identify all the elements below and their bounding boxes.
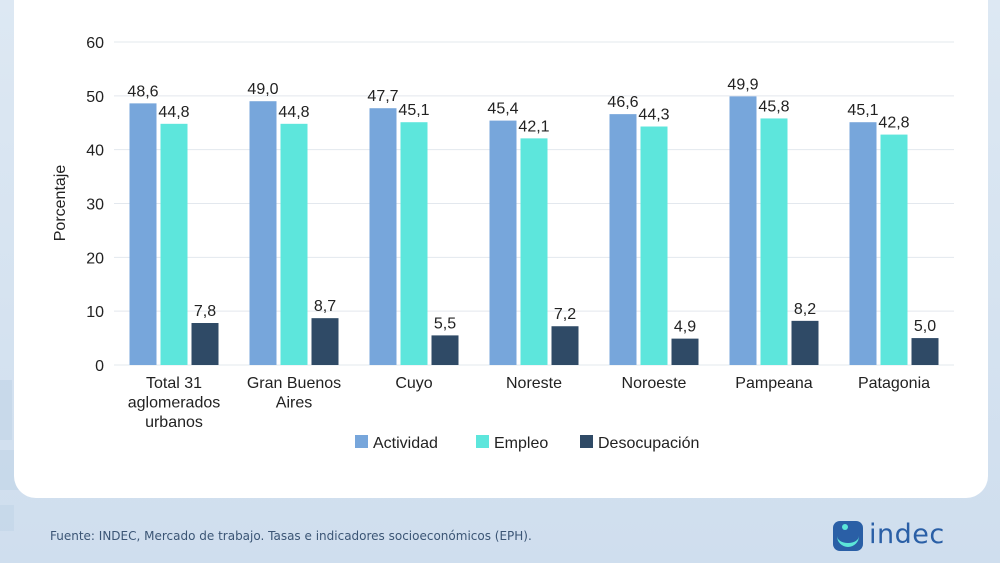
data-label: 8,2 xyxy=(794,301,816,318)
y-tick-label: 20 xyxy=(86,250,104,267)
indec-logo-icon xyxy=(833,521,863,551)
data-label: 8,7 xyxy=(314,298,336,315)
indec-logo-text: indec xyxy=(869,519,945,550)
bar-actividad xyxy=(729,96,757,365)
y-tick-label: 10 xyxy=(86,304,104,321)
data-label: 5,0 xyxy=(914,318,936,335)
category-label: Aires xyxy=(276,395,312,412)
data-label: 44,8 xyxy=(278,104,309,121)
legend-swatch xyxy=(355,435,368,448)
legend-swatch xyxy=(580,435,593,448)
data-label: 45,1 xyxy=(398,102,429,119)
data-label: 45,8 xyxy=(758,98,789,115)
data-label: 49,9 xyxy=(727,76,758,93)
bar-desocupación xyxy=(911,338,939,365)
legend-swatch xyxy=(476,435,489,448)
y-tick-label: 0 xyxy=(95,358,104,375)
y-tick-label: 40 xyxy=(86,143,104,160)
y-axis-label: Porcentaje xyxy=(52,165,69,242)
data-label: 7,8 xyxy=(194,303,216,320)
y-tick-label: 60 xyxy=(86,35,104,52)
bar-empleo xyxy=(160,123,188,366)
data-label: 45,1 xyxy=(847,102,878,119)
background-pixel xyxy=(0,380,12,440)
data-label: 42,8 xyxy=(878,115,909,132)
data-label: 44,8 xyxy=(158,104,189,121)
category-label: Total 31 xyxy=(146,375,202,392)
y-tick-label: 50 xyxy=(86,89,104,106)
legend-label: Desocupación xyxy=(598,435,699,452)
data-label: 5,5 xyxy=(434,315,456,332)
data-label: 47,7 xyxy=(367,88,398,105)
category-label: Gran Buenos xyxy=(247,375,341,392)
bar-empleo xyxy=(400,122,428,365)
data-label: 49,0 xyxy=(247,81,278,98)
category-label: Cuyo xyxy=(395,375,432,392)
bar-desocupación xyxy=(671,338,699,365)
bar-actividad xyxy=(489,120,517,365)
data-label: 48,6 xyxy=(127,83,158,100)
category-label: Patagonia xyxy=(858,375,930,392)
bar-desocupación xyxy=(191,323,219,365)
bar-desocupación xyxy=(431,335,459,365)
background-pixel xyxy=(0,505,14,531)
bar-actividad xyxy=(249,101,277,365)
bar-empleo xyxy=(880,134,908,365)
category-label: Noroeste xyxy=(622,375,687,392)
indec-logo: indec xyxy=(833,519,953,553)
bar-desocupación xyxy=(791,320,819,365)
data-label: 4,9 xyxy=(674,319,696,336)
data-label: 44,3 xyxy=(638,107,669,124)
bar-empleo xyxy=(760,118,788,366)
bar-empleo xyxy=(520,138,548,365)
legend-label: Empleo xyxy=(494,435,548,452)
bar-empleo xyxy=(280,123,308,366)
bar-actividad xyxy=(849,122,877,365)
y-tick-label: 30 xyxy=(86,197,104,214)
data-label: 45,4 xyxy=(487,101,518,118)
data-label: 42,1 xyxy=(518,118,549,135)
bar-actividad xyxy=(609,114,637,366)
category-label: Pampeana xyxy=(735,375,812,392)
bar-chart: 0102030405060Porcentaje48,644,87,8Total … xyxy=(52,35,954,452)
data-label: 46,6 xyxy=(607,94,638,111)
bar-desocupación xyxy=(311,318,339,365)
source-note: Fuente: INDEC, Mercado de trabajo. Tasas… xyxy=(50,529,532,543)
bar-empleo xyxy=(640,126,668,365)
category-label: urbanos xyxy=(145,414,203,431)
bar-desocupación xyxy=(551,326,579,365)
category-label: Noreste xyxy=(506,375,562,392)
legend-label: Actividad xyxy=(373,435,438,452)
bar-actividad xyxy=(129,103,157,366)
data-label: 7,2 xyxy=(554,306,576,323)
bar-actividad xyxy=(369,108,397,365)
category-label: aglomerados xyxy=(128,395,221,412)
